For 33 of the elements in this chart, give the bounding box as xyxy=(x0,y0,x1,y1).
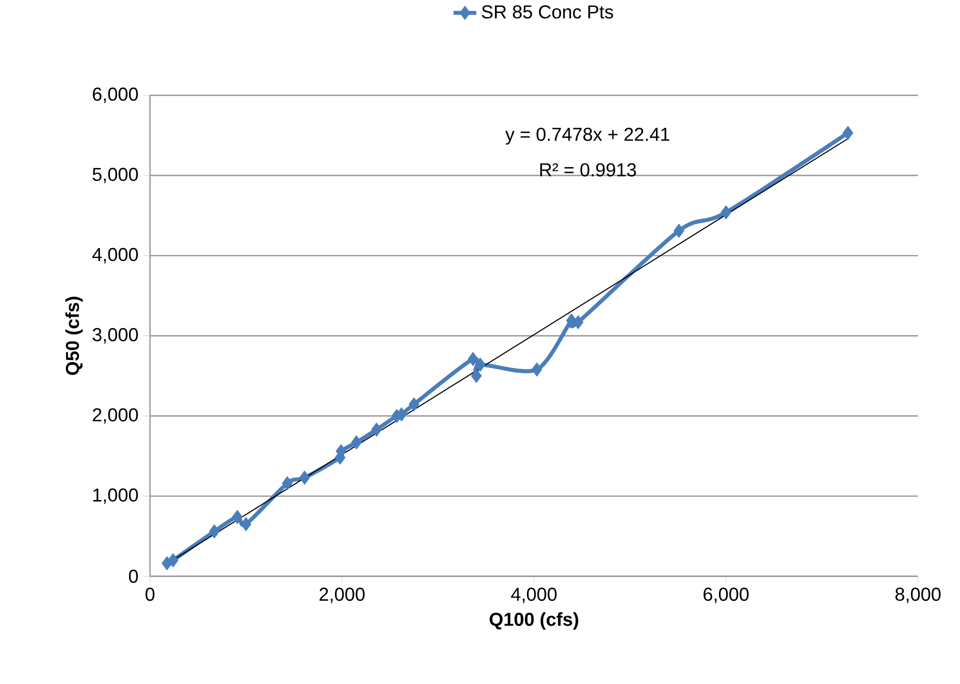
x-tick-label: 6,000 xyxy=(704,588,749,603)
point xyxy=(282,476,293,490)
y-tick-label: 2,000 xyxy=(92,408,138,424)
y-tick-label: 0 xyxy=(128,570,138,583)
x-tick-label: 2,000 xyxy=(320,588,365,603)
point xyxy=(299,470,310,485)
point xyxy=(474,358,486,372)
annotation: R² = 0.9913 xyxy=(540,163,636,176)
y-axis-title: Q50 (cfs) xyxy=(65,296,83,375)
point xyxy=(371,422,382,436)
point xyxy=(468,352,478,366)
point xyxy=(240,517,252,532)
point xyxy=(168,553,178,568)
x-axis-title: Q100 (cfs) xyxy=(490,612,578,630)
annotation: y = 0.7478x + 22.41 xyxy=(505,128,670,144)
point xyxy=(842,126,854,140)
y-tick-label: 1,000 xyxy=(93,488,138,504)
y-tick-label: 3,000 xyxy=(92,328,138,344)
x-tick-label: 4,000 xyxy=(511,588,557,603)
point xyxy=(471,368,482,383)
x-tick-label: 8,000 xyxy=(895,588,941,603)
legend-label: SR 85 Conc Pts xyxy=(482,5,614,18)
y-tick-label: 5,000 xyxy=(92,168,138,184)
point xyxy=(351,435,362,450)
point xyxy=(208,524,220,538)
point xyxy=(532,362,542,376)
point xyxy=(232,510,243,524)
point xyxy=(408,397,420,412)
x-tick-label: 0 xyxy=(146,588,154,601)
y-tick-label: 6,000 xyxy=(92,87,138,103)
y-tick-label: 4,000 xyxy=(92,248,138,264)
point xyxy=(674,224,684,238)
point xyxy=(720,205,732,220)
